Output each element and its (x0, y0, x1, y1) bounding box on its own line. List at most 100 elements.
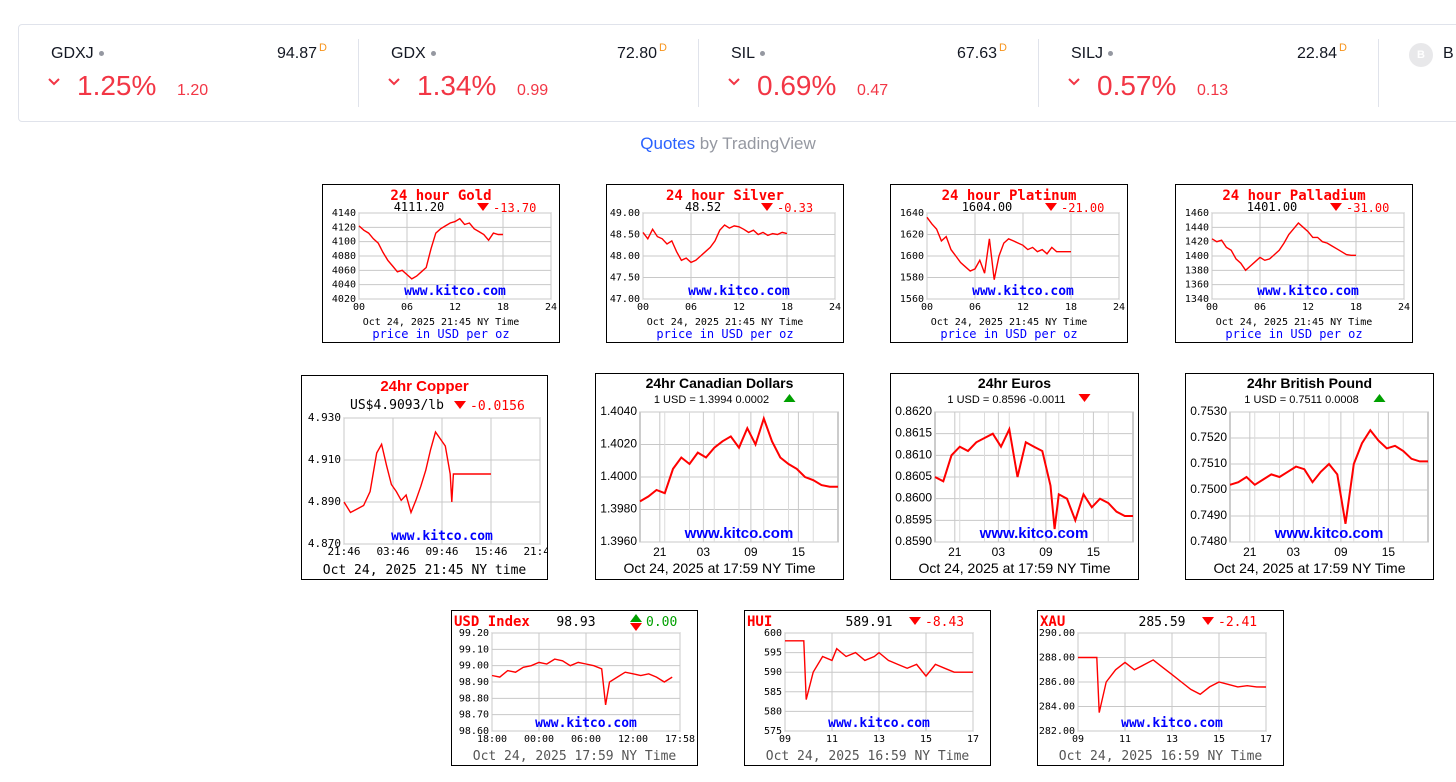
x-tick-label: 00 (637, 302, 649, 313)
chart-change: -13.70 (493, 201, 536, 215)
ticker-item-partial[interactable]: B B (1379, 25, 1456, 121)
series-line (926, 216, 1071, 280)
x-tick-label: 12 (1302, 302, 1314, 313)
chart-usd-index[interactable]: 99.20 99.10 99.00 98.90 98.80 98.70 98.60 18:00… (451, 610, 698, 766)
chart-gbp[interactable]: 0.7530 0.7520 0.7510 0.7500 0.7490 0.7480 21 03… (1185, 373, 1434, 580)
chart-platinum[interactable]: 1640 1620 1600 1580 1560 00 06 12 18 24 www.kitco.… (890, 184, 1128, 343)
y-tick-label: 48.50 (610, 230, 640, 241)
x-tick-label: 11 (1119, 734, 1131, 745)
watermark: www.kitco.com (535, 716, 637, 731)
chart-hui[interactable]: 600 595 590 585 580 575 09 11 13 15 17 www.kitco.co… (744, 610, 991, 766)
quotes-link[interactable]: Quotes (640, 134, 696, 153)
chart-footer: price in USD per oz (1225, 327, 1362, 341)
watermark: www.kitco.com (688, 284, 790, 299)
ticker-symbol: GDXJ (51, 45, 94, 62)
x-tick-label: 13 (1166, 734, 1178, 745)
chart-date: Oct 24, 2025 21:45 NY Time (1216, 317, 1373, 328)
y-tick-label: 1640 (900, 208, 924, 219)
chart-change: -31.00 (1346, 201, 1389, 215)
y-tick-label: 284.00 (1039, 702, 1075, 713)
chart-subtitle: 1 USD = 0.8596 -0.0011 (947, 394, 1065, 406)
x-tick-label: 21:46 (327, 545, 360, 558)
y-tick-label: 1.4040 (600, 404, 637, 418)
y-tick-label: 4.930 (308, 411, 341, 424)
watermark: www.kitco.com (828, 716, 930, 731)
chart-date: Oct 24, 2025 21:45 NY Time (363, 317, 520, 328)
status-dot-icon (760, 51, 766, 57)
chevron-down-icon (388, 78, 400, 86)
chart-gold[interactable]: 4140 4120 4100 4080 4060 4040 4020 00 06 12 18 24 ww… (322, 184, 560, 343)
x-tick-label: 06 (1254, 302, 1266, 313)
ticker-change: 0.99 (517, 82, 549, 99)
x-tick-label: 09 (1334, 545, 1348, 559)
y-tick-label: 0.8620 (895, 404, 932, 418)
chart-footer: price in USD per oz (372, 327, 509, 341)
y-tick-label: 0.8605 (895, 469, 932, 483)
ticker-item-sil[interactable]: SIL 67.63 D 0.69% 0.47 (699, 25, 1039, 121)
x-tick-label: 06 (969, 302, 981, 313)
series-line (642, 224, 788, 264)
chart-xau[interactable]: 290.00 288.00 286.00 284.00 282.00 09 11 13 15 17… (1037, 610, 1284, 766)
chevron-down-icon (728, 78, 740, 86)
x-tick-label: 24 (829, 302, 841, 313)
y-tick-label: 98.90 (459, 677, 489, 688)
up-arrow-icon (783, 394, 796, 402)
up-arrow-icon (630, 614, 642, 622)
y-tick-label: 1600 (900, 251, 924, 262)
chevron-down-icon (48, 78, 60, 86)
chart-change: -8.43 (925, 615, 964, 630)
y-tick-label: 0.7530 (1190, 404, 1227, 418)
y-tick-label: 99.20 (459, 628, 489, 639)
y-tick-label: 1380 (1185, 265, 1209, 276)
x-tick-label: 03:46 (376, 545, 409, 558)
chart-palladium[interactable]: 1460 1440 1420 1400 1380 1360 1340 00 06 12 18 24 ww… (1175, 184, 1413, 343)
x-tick-label: 12 (733, 302, 745, 313)
chart-price: 589.91 (846, 615, 893, 630)
y-tick-label: 595 (764, 648, 782, 659)
down-arrow-icon (1045, 203, 1057, 211)
ticker-item-silj[interactable]: SILJ 22.84 D 0.57% 0.13 (1039, 25, 1379, 121)
x-tick-label: 09:46 (425, 545, 458, 558)
ticker-item-gdxj[interactable]: GDXJ 94.87 D 1.25% 1.20 (19, 25, 359, 121)
ticker-item-gdx[interactable]: GDX 72.80 D 1.34% 0.99 (359, 25, 699, 121)
y-tick-label: 288.00 (1039, 653, 1075, 664)
watermark: www.kitco.com (391, 529, 493, 544)
y-tick-label: 0.7480 (1190, 534, 1227, 548)
chart-price: 4111.20 (394, 200, 445, 214)
y-tick-label: 0.8600 (895, 491, 932, 505)
chart-silver[interactable]: 49.00 48.50 48.00 47.50 47.00 00 06 12 18 24 www.k… (606, 184, 844, 343)
attribution-text: by TradingView (695, 134, 816, 153)
x-tick-label: 17:58 (665, 734, 695, 745)
y-tick-label: 4120 (332, 222, 356, 233)
chart-cad[interactable]: 1.4040 1.4020 1.4000 1.3980 1.3960 21 03 09 15 ww… (595, 373, 844, 580)
chart-price: US$4.9093/lb (350, 398, 444, 413)
watermark: www.kitco.com (404, 284, 506, 299)
watermark: www.kitco.com (1274, 525, 1384, 542)
chart-date: Oct 24, 2025 at 17:59 NY Time (624, 560, 816, 576)
chart-date: Oct 24, 2025 16:59 NY Time (766, 749, 970, 764)
y-tick-label: 590 (764, 667, 782, 678)
y-tick-label: 575 (764, 726, 782, 737)
series-line (358, 217, 503, 280)
x-tick-label: 24 (1398, 302, 1410, 313)
chart-price: 285.59 (1139, 615, 1186, 630)
ticker-percent: 0.69% (757, 70, 837, 101)
ticker-change: 1.20 (177, 82, 209, 99)
chart-eur[interactable]: 0.8620 0.8615 0.8610 0.8605 0.8600 0.8595 0.85… (890, 373, 1139, 580)
divider (1038, 39, 1039, 107)
ticker-price: 94.87 (276, 45, 317, 62)
y-tick-label: 99.00 (459, 661, 489, 672)
chart-date: Oct 24, 2025 at 17:59 NY Time (919, 560, 1111, 576)
chart-price: 1401.00 (1247, 200, 1298, 214)
status-dot-icon (430, 51, 436, 57)
chart-copper[interactable]: 4.930 4.910 4.890 4.870 21:46 03:46 09:46 15:46… (301, 375, 548, 580)
y-tick-label: 0.8615 (895, 426, 932, 440)
chart-title: 24 hour Silver (666, 188, 784, 204)
x-tick-label: 06:00 (571, 734, 601, 745)
y-tick-label: 4140 (332, 208, 356, 219)
chart-date: Oct 24, 2025 17:59 NY Time (473, 749, 677, 764)
